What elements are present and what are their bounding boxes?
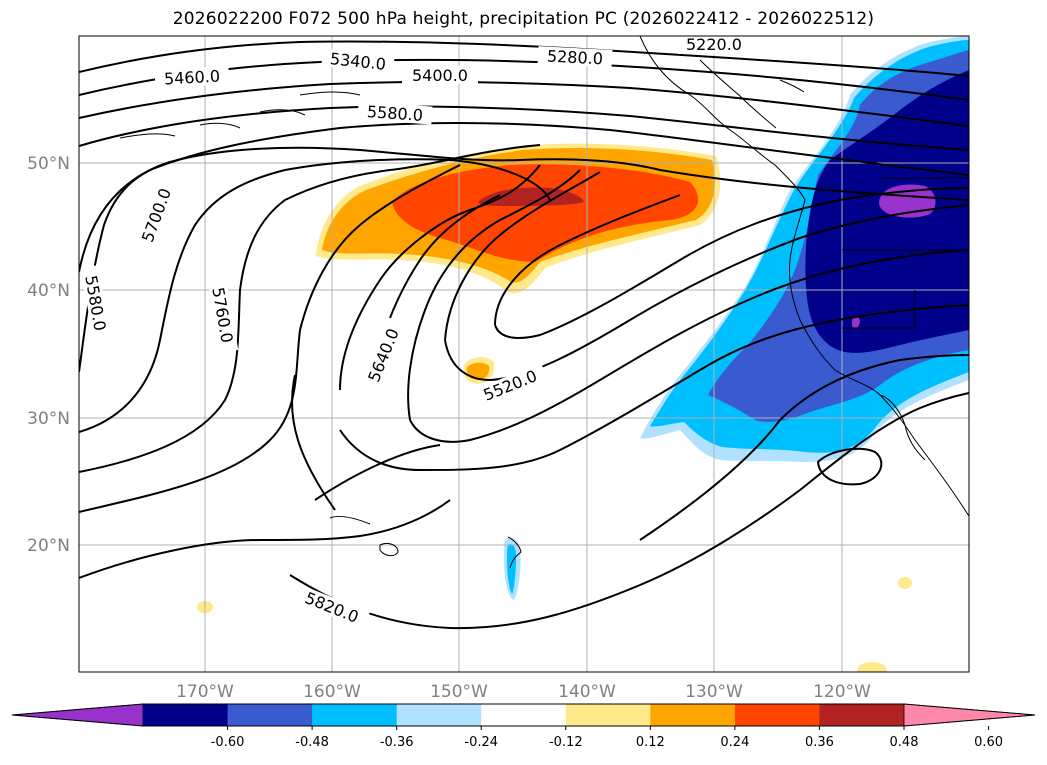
lon-label: 140°W bbox=[558, 682, 616, 702]
figure-title: 2026022200 F072 500 hPa height, precipit… bbox=[172, 9, 875, 29]
colorbar-tick-label: 0.48 bbox=[890, 735, 919, 750]
colorbar-ticks: -0.60 -0.48 -0.36 -0.24 -0.12 0.12 0.24 0.36 0.4… bbox=[211, 726, 1003, 750]
lat-label: 30°N bbox=[27, 409, 70, 429]
lat-label: 50°N bbox=[27, 154, 70, 174]
positive-anomaly-field bbox=[197, 143, 912, 672]
map-area: 5220.0 5340.0 5400.0 5280.0 5460.0 5580.… bbox=[79, 35, 969, 672]
lon-label: 120°W bbox=[813, 682, 871, 702]
colorbar-tick-label: -0.36 bbox=[380, 735, 414, 750]
lon-label: 150°W bbox=[430, 682, 488, 702]
colorbar-segment bbox=[734, 704, 820, 726]
colorbar-tick-label: 0.12 bbox=[636, 735, 665, 750]
colorbar-tick-label: 0.60 bbox=[974, 735, 1003, 750]
lat-label: 40°N bbox=[27, 281, 70, 301]
map-frame bbox=[78, 35, 970, 673]
colorbar-tick-label: -0.12 bbox=[549, 735, 583, 750]
colorbar-segment bbox=[312, 704, 398, 726]
colorbar-segment bbox=[227, 704, 313, 726]
colorbar-segment bbox=[650, 704, 736, 726]
colorbar-segment bbox=[819, 704, 905, 726]
longitude-labels: 170°W 160°W 150°W 140°W 130°W 120°W bbox=[176, 682, 871, 702]
colorbar-segment bbox=[565, 704, 651, 726]
colorbar bbox=[11, 703, 1036, 727]
colorbar-tick-label: -0.24 bbox=[464, 735, 498, 750]
colorbar-segment bbox=[481, 704, 567, 726]
contour-label: 5580.0 bbox=[366, 102, 423, 125]
contour-label: 5280.0 bbox=[547, 47, 604, 69]
colorbar-tick-label: 0.36 bbox=[805, 735, 834, 750]
lon-label: 160°W bbox=[303, 682, 361, 702]
colorbar-tick-label: -0.48 bbox=[295, 735, 329, 750]
contour-label: 5460.0 bbox=[164, 67, 221, 89]
colorbar-extend-high bbox=[903, 703, 1036, 727]
colorbar-tick-label: -0.60 bbox=[211, 735, 245, 750]
lon-label: 130°W bbox=[685, 682, 743, 702]
colorbar-tick-label: 0.24 bbox=[720, 735, 749, 750]
colorbar-segment bbox=[143, 704, 229, 726]
contour-label-group: 5220.0 5340.0 5400.0 5280.0 5460.0 5580.… bbox=[80, 35, 750, 630]
contour-label: 5220.0 bbox=[686, 35, 742, 54]
lat-label: 20°N bbox=[27, 536, 70, 556]
colorbar-segment bbox=[396, 704, 482, 726]
contour-label: 5400.0 bbox=[412, 66, 468, 85]
latitude-labels: 50°N 40°N 30°N 20°N bbox=[27, 154, 70, 556]
colorbar-extend-low bbox=[11, 703, 144, 727]
colorbar-outline bbox=[11, 703, 1036, 727]
lon-label: 170°W bbox=[176, 682, 234, 702]
